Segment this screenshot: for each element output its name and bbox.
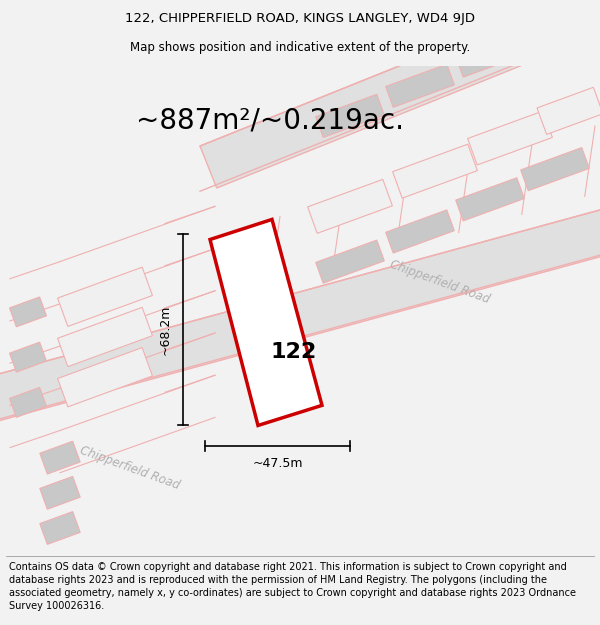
Polygon shape [0, 196, 600, 431]
Polygon shape [386, 64, 454, 108]
Text: Chipperfield Road: Chipperfield Road [78, 444, 182, 492]
Polygon shape [40, 476, 80, 509]
Text: Map shows position and indicative extent of the property.: Map shows position and indicative extent… [130, 41, 470, 54]
Polygon shape [10, 297, 46, 327]
Polygon shape [392, 144, 478, 198]
Polygon shape [58, 267, 152, 326]
Polygon shape [58, 348, 152, 407]
Polygon shape [200, 0, 600, 188]
Polygon shape [467, 111, 553, 165]
Text: ~887m²/~0.219ac.: ~887m²/~0.219ac. [136, 107, 404, 135]
Polygon shape [455, 34, 524, 77]
Polygon shape [58, 308, 152, 367]
Polygon shape [10, 342, 46, 372]
Text: 122, CHIPPERFIELD ROAD, KINGS LANGLEY, WD4 9JD: 122, CHIPPERFIELD ROAD, KINGS LANGLEY, W… [125, 12, 475, 25]
Polygon shape [40, 512, 80, 544]
Text: ~68.2m: ~68.2m [158, 305, 172, 355]
Text: Chipperfield Road: Chipperfield Road [388, 258, 492, 306]
Text: ~47.5m: ~47.5m [252, 457, 303, 470]
Polygon shape [10, 388, 46, 418]
Polygon shape [455, 177, 524, 221]
Polygon shape [308, 179, 392, 233]
Polygon shape [316, 94, 385, 138]
Polygon shape [210, 219, 322, 426]
Text: 122: 122 [271, 342, 317, 362]
Polygon shape [40, 441, 80, 474]
Text: Contains OS data © Crown copyright and database right 2021. This information is : Contains OS data © Crown copyright and d… [9, 562, 576, 611]
Polygon shape [537, 88, 600, 134]
Polygon shape [521, 148, 589, 191]
Polygon shape [386, 210, 454, 253]
Polygon shape [316, 240, 385, 283]
